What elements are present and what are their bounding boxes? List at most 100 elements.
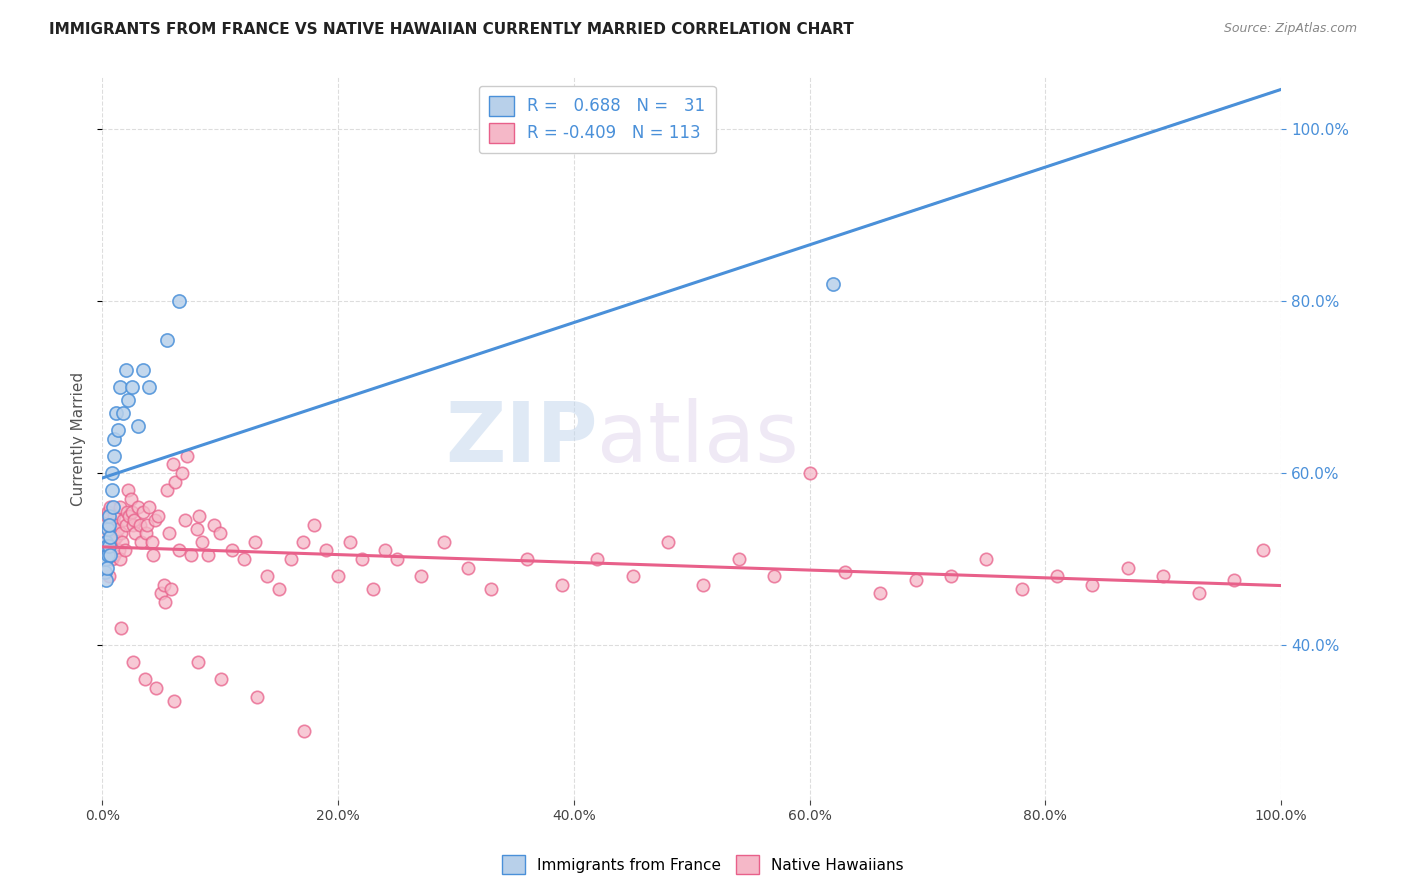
Point	[94, 574, 117, 588]
Point	[98, 517, 121, 532]
Point	[1046, 569, 1069, 583]
Point	[138, 380, 160, 394]
Point	[121, 517, 143, 532]
Point	[156, 333, 179, 347]
Point	[939, 569, 962, 583]
Point	[122, 513, 145, 527]
Point	[516, 552, 538, 566]
Point	[97, 505, 120, 519]
Point	[267, 582, 290, 596]
Point	[103, 508, 125, 523]
Point	[134, 673, 156, 687]
Point	[100, 517, 122, 532]
Point	[143, 513, 166, 527]
Point	[1223, 574, 1246, 588]
Point	[114, 543, 136, 558]
Point	[1116, 560, 1139, 574]
Point	[172, 466, 194, 480]
Point	[187, 508, 209, 523]
Point	[621, 569, 644, 583]
Point	[136, 517, 159, 532]
Point	[363, 582, 385, 596]
Point	[104, 517, 127, 532]
Point	[121, 505, 143, 519]
Point	[904, 574, 927, 588]
Point	[180, 548, 202, 562]
Point	[291, 534, 314, 549]
Point	[976, 552, 998, 566]
Point	[107, 543, 129, 558]
Text: IMMIGRANTS FROM FRANCE VS NATIVE HAWAIIAN CURRENTLY MARRIED CORRELATION CHART: IMMIGRANTS FROM FRANCE VS NATIVE HAWAIIA…	[49, 22, 853, 37]
Point	[93, 526, 115, 541]
Y-axis label: Currently Married: Currently Married	[72, 372, 86, 506]
Point	[121, 655, 143, 669]
Point	[433, 534, 456, 549]
Point	[834, 565, 856, 579]
Point	[221, 543, 243, 558]
Point	[108, 500, 131, 515]
Point	[727, 552, 749, 566]
Point	[93, 565, 115, 579]
Point	[138, 500, 160, 515]
Point	[159, 582, 181, 596]
Point	[101, 500, 124, 515]
Point	[292, 723, 315, 738]
Point	[304, 517, 326, 532]
Point	[551, 578, 574, 592]
Point	[823, 277, 845, 291]
Point	[132, 505, 155, 519]
Point	[117, 392, 139, 407]
Point	[97, 522, 120, 536]
Point	[173, 513, 195, 527]
Point	[103, 432, 125, 446]
Point	[586, 552, 609, 566]
Point	[100, 548, 122, 562]
Legend: R =   0.688   N =   31, R = -0.409   N = 113: R = 0.688 N = 31, R = -0.409 N = 113	[479, 86, 716, 153]
Point	[105, 406, 128, 420]
Point	[108, 380, 131, 394]
Point	[141, 534, 163, 549]
Point	[157, 526, 180, 541]
Point	[100, 500, 122, 515]
Point	[246, 690, 269, 704]
Point	[339, 534, 361, 549]
Point	[186, 522, 208, 536]
Point	[96, 539, 118, 553]
Point	[191, 534, 214, 549]
Point	[763, 569, 786, 583]
Point	[1081, 578, 1104, 592]
Point	[162, 458, 184, 472]
Point	[101, 534, 124, 549]
Point	[100, 552, 122, 566]
Point	[108, 552, 131, 566]
Point	[129, 534, 152, 549]
Point	[129, 517, 152, 532]
Point	[96, 508, 118, 523]
Point	[209, 526, 232, 541]
Point	[98, 517, 121, 532]
Point	[107, 522, 129, 536]
Point	[153, 595, 176, 609]
Point	[176, 449, 198, 463]
Point	[869, 586, 891, 600]
Text: ZIP: ZIP	[444, 398, 598, 479]
Point	[165, 475, 187, 489]
Point	[657, 534, 679, 549]
Point	[187, 655, 209, 669]
Point	[409, 569, 432, 583]
Point	[1253, 543, 1275, 558]
Point	[120, 491, 142, 506]
Point	[94, 534, 117, 549]
Point	[245, 534, 267, 549]
Point	[118, 508, 141, 523]
Point	[114, 363, 136, 377]
Point	[315, 543, 337, 558]
Point	[280, 552, 302, 566]
Point	[692, 578, 714, 592]
Point	[209, 673, 232, 687]
Point	[202, 517, 225, 532]
Point	[350, 552, 373, 566]
Point	[117, 483, 139, 498]
Point	[100, 526, 122, 541]
Point	[167, 543, 190, 558]
